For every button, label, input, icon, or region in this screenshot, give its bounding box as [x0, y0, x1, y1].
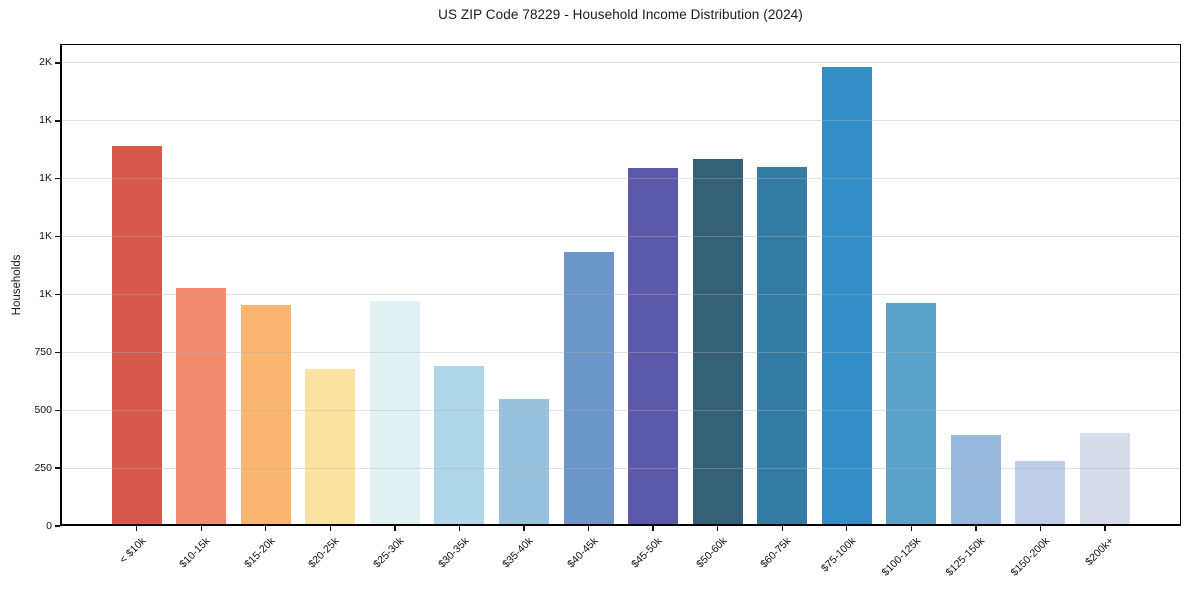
bar-7 — [563, 251, 614, 526]
x-tick-label: $30-35k — [435, 535, 471, 571]
x-tick-label: $40-45k — [564, 535, 601, 571]
bar-1 — [176, 287, 227, 526]
x-tick-label: $200k+ — [1083, 535, 1117, 569]
bar-12 — [886, 302, 937, 526]
x-tick-label: $75-100k — [818, 535, 859, 575]
y-axis-label: Households — [11, 254, 23, 316]
y-tick-mark — [55, 525, 60, 527]
x-tick-mark — [652, 526, 654, 531]
y-tick-mark — [55, 62, 60, 64]
x-tick-mark — [587, 526, 590, 531]
bar-8 — [628, 168, 679, 526]
gridline — [60, 178, 1181, 180]
spine-right — [1179, 44, 1181, 526]
x-tick-label: $35-40k — [500, 535, 536, 571]
bar-4 — [369, 301, 420, 526]
x-tick-label: $150-200k — [1008, 535, 1052, 579]
x-tick-mark — [1104, 526, 1106, 531]
gridline — [60, 236, 1181, 238]
x-tick-mark — [394, 526, 396, 531]
y-tick-label: 0 — [46, 519, 52, 532]
bar-6 — [499, 398, 549, 526]
gridline — [60, 409, 1181, 411]
y-tick-label: 1K — [39, 172, 52, 185]
x-tick-mark — [846, 526, 848, 531]
bar-3 — [305, 368, 356, 526]
y-tick-mark — [55, 467, 60, 469]
x-tick-mark — [523, 526, 525, 531]
x-tick-label: $50-60k — [693, 535, 730, 571]
bar-0 — [111, 146, 162, 526]
x-tick-label: $15-20k — [241, 535, 278, 571]
y-tick-mark — [55, 235, 60, 238]
bar-13 — [950, 434, 1001, 526]
x-tick-label: $100-125k — [879, 535, 923, 579]
x-tick-label: $25-30k — [371, 535, 407, 571]
x-tick-label: < $10k — [117, 535, 149, 566]
y-tick-mark — [55, 178, 60, 180]
y-tick-label: 500 — [34, 403, 52, 416]
y-tick-label: 250 — [34, 461, 52, 474]
x-tick-label: $45-50k — [629, 535, 665, 571]
x-tick-label: $60-75k — [758, 535, 794, 571]
x-tick-mark — [329, 526, 332, 531]
x-tick-label: $10-15k — [177, 535, 213, 571]
x-tick-label: $125-150k — [943, 535, 988, 579]
bar-10 — [757, 167, 808, 526]
x-tick-mark — [458, 526, 461, 531]
bar-9 — [692, 159, 743, 526]
y-tick-mark — [55, 120, 60, 122]
gridline — [60, 351, 1181, 353]
spine-bottom — [60, 524, 1181, 526]
chart-title: US ZIP Code 78229 - Household Income Dis… — [438, 7, 803, 22]
x-tick-label: $20-25k — [306, 535, 342, 571]
y-tick-label: 2K — [39, 56, 52, 69]
x-tick-mark — [136, 526, 138, 531]
spine-left — [60, 44, 62, 526]
bar-5 — [434, 366, 485, 526]
gridline — [60, 62, 1181, 64]
y-tick-mark — [55, 409, 60, 411]
y-tick-mark — [55, 293, 60, 296]
y-tick-mark — [55, 351, 60, 354]
y-tick-label: 750 — [34, 345, 52, 358]
y-tick-label: 1K — [39, 114, 52, 127]
x-tick-mark — [975, 526, 977, 531]
bar-11 — [821, 66, 872, 526]
y-tick-label: 1K — [39, 230, 52, 243]
x-tick-mark — [265, 526, 267, 531]
x-tick-mark — [781, 526, 783, 531]
x-tick-mark — [716, 526, 719, 531]
x-tick-mark — [200, 526, 202, 531]
gridline — [60, 293, 1181, 295]
bar-2 — [240, 304, 291, 526]
spine-top — [60, 44, 1181, 46]
plot-area: 0 250 500 750 1K 1K 1K 1K 2K < $10k $10-15k $15-20k… — [34, 44, 1181, 579]
x-tick-mark — [1039, 526, 1042, 531]
gridline — [60, 467, 1181, 469]
y-tick-label: 1K — [39, 287, 52, 300]
x-tick-mark — [910, 526, 912, 531]
bar-14 — [1015, 461, 1066, 526]
gridline — [60, 120, 1181, 122]
bar-15 — [1079, 433, 1130, 526]
